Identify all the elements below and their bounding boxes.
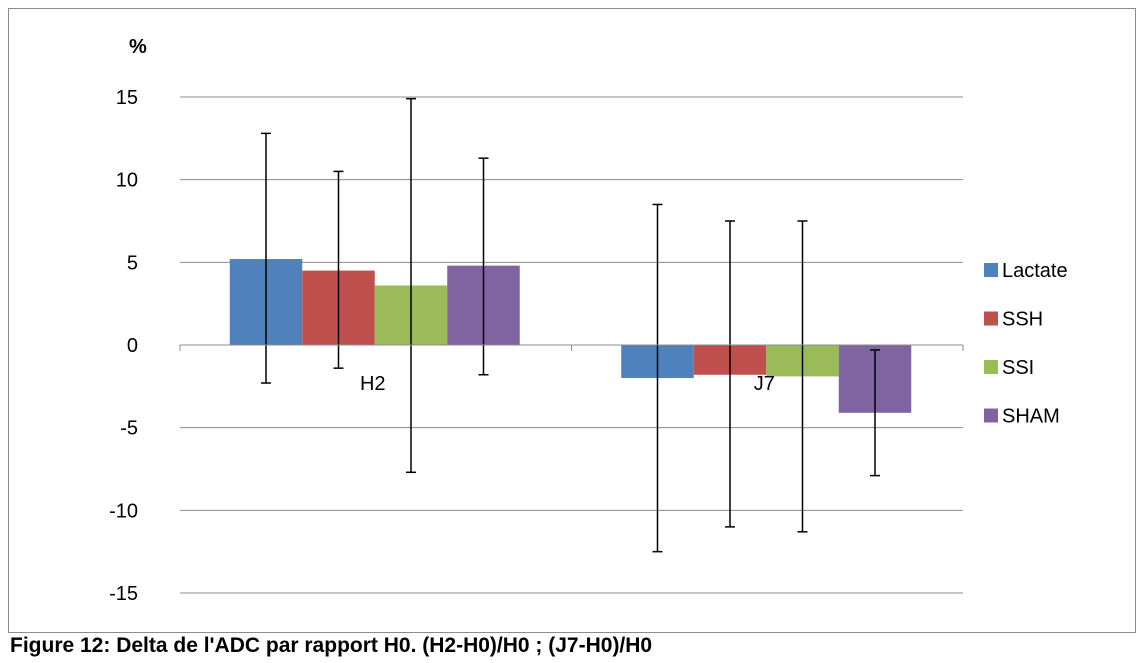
legend-swatch-ssh — [984, 311, 998, 326]
y-tick-labels: 15 10 5 0 -5 -10 -15 — [109, 87, 138, 605]
x-axis — [179, 344, 964, 351]
legend-label-lactate: Lactate — [1002, 260, 1068, 282]
y-tick-label: -15 — [109, 583, 138, 605]
bars — [229, 259, 912, 413]
category-labels: H2 J7 — [360, 373, 775, 395]
error-bars — [261, 97, 880, 553]
legend-label-ssh: SSH — [1002, 309, 1043, 331]
legend-label-sham: SHAM — [1002, 406, 1060, 428]
legend-swatch-lactate — [984, 263, 998, 277]
y-tick-label: 0 — [127, 335, 138, 357]
y-tick-label: 5 — [127, 252, 138, 274]
chart-frame — [8, 8, 1136, 633]
y-tick-label: -5 — [120, 418, 138, 440]
legend-label-ssi: SSI — [1002, 357, 1034, 379]
figure-caption: Figure 12: Delta de l'ADC par rapport H0… — [10, 634, 653, 657]
legend-swatch-sham — [984, 408, 998, 423]
category-label: H2 — [360, 373, 386, 395]
legend: Lactate SSH SSI SHAM — [984, 260, 1068, 428]
gridlines — [180, 96, 963, 594]
y-tick-label: 10 — [116, 170, 138, 192]
y-axis-unit-label: % — [129, 36, 147, 58]
category-label: J7 — [754, 373, 775, 395]
legend-swatch-ssi — [984, 360, 998, 374]
y-tick-label: -10 — [109, 500, 138, 522]
y-tick-label: 15 — [116, 87, 138, 109]
